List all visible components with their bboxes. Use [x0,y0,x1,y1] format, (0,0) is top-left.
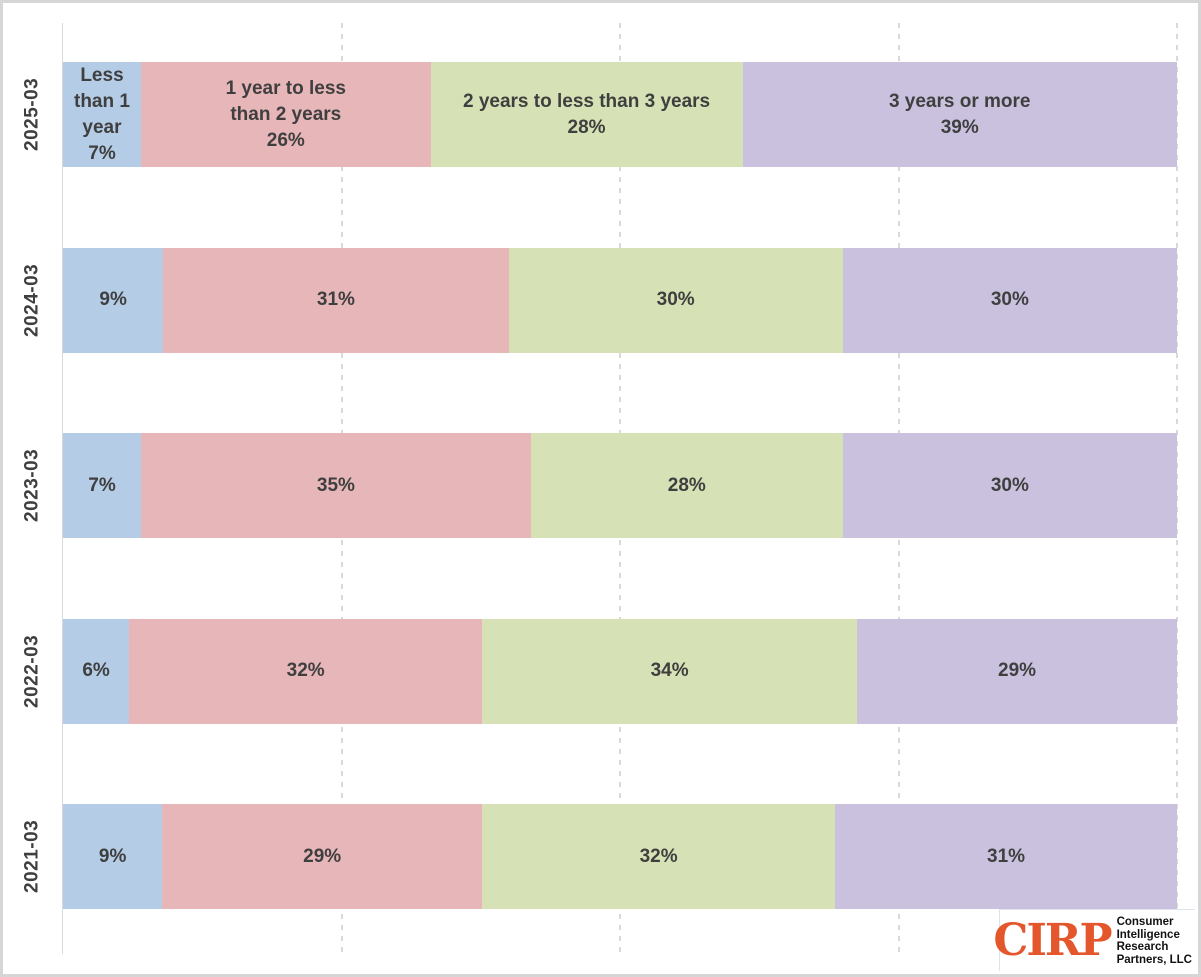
chart-row-2024-03: 2024-03 9% 31% 30% 30% [3,247,1177,353]
segment-series-name: 1 year to less than 2 years [225,77,346,125]
bar-segments: 9% 29% 32% 31% [63,804,1177,909]
segment-value-label: 34% [650,660,689,681]
row-label: 2024-03 [21,263,43,337]
bar-segment: 3 years or more 39% [742,62,1177,167]
logo-text-line: Partners, LLC [1116,953,1192,966]
chart-row-2025-03: 2025-03 Less than 1 year 7% 1 year to less … [3,62,1177,167]
row-label: 2022-03 [21,634,43,708]
bar-segment: Less than 1 year 7% [63,62,141,167]
bar-segment: 7% [63,433,141,538]
segment-value-label: 30% [656,289,695,310]
y-axis-line [62,23,63,954]
bar-segment: 28% [530,433,843,538]
bar-segment: 31% [835,804,1177,909]
gridline-100pct [1176,23,1178,954]
segment-value-label: 9% [98,845,127,867]
bar-segment: 32% [482,804,836,909]
cirp-logo: CIRP Consumer Intelligence Research Part… [993,910,1196,972]
segment-value-label: 39% [940,116,979,138]
row-label: 2025-03 [21,77,43,152]
bar-segment: 30% [842,433,1177,538]
segment-value-label: 28% [667,474,706,496]
segment-value-label: 30% [990,289,1029,310]
segment-value-label: 9% [99,289,127,310]
bar-segment: 9% [63,247,164,353]
segment-value-label: 32% [286,660,325,681]
cirp-logo-wordmark: CIRP [993,915,1112,966]
bar-segment: 1 year to less than 2 years 26% [140,62,431,167]
bar-segment: 30% [508,247,843,353]
segment-value-label: 29% [998,660,1037,681]
segment-value-label: 7% [88,474,116,496]
bar-segment: 32% [129,618,483,724]
cirp-logo-company-name: Consumer Intelligence Research Partners,… [1117,916,1192,966]
segment-value-label: 29% [303,845,342,867]
row-label: 2023-03 [21,448,43,523]
bar-segment: 30% [842,247,1177,353]
segment-value-label: 6% [82,660,110,681]
segment-series-name: 2 years to less than 3 years [462,90,711,112]
bar-segment: 34% [482,618,858,724]
bar-segment: 35% [140,433,531,538]
segment-series-name: Less than 1 year [74,64,130,138]
bar-segment: 31% [163,247,509,353]
segment-value-label: 31% [987,845,1026,867]
segment-series-name: 3 years or more [888,90,1031,112]
segment-value-label: 32% [639,845,678,867]
bar-segments: 6% 32% 34% 29% [63,618,1177,724]
segment-value-label: 26% [266,129,305,151]
segment-value-label: 28% [567,116,606,138]
bar-segment: 29% [857,618,1177,724]
logo-text-line: Consumer [1116,916,1174,928]
bar-segment: 2 years to less than 3 years 28% [430,62,743,167]
bar-segment: 6% [63,618,130,724]
bar-segment: 29% [162,804,483,909]
chart-row-2023-03: 2023-03 7% 35% 28% 30% [3,433,1177,538]
segment-value-label: 30% [990,474,1029,496]
chart-row-2021-03: 2021-03 9% 29% 32% 31% [3,804,1177,909]
bar-segment: 9% [63,804,163,909]
segment-value-label: 35% [316,474,355,496]
bar-segments: 9% 31% 30% 30% [63,247,1177,353]
segment-value-label: 31% [316,289,355,310]
bar-segments: 7% 35% 28% 30% [63,433,1177,538]
segment-value-label: 7% [88,142,116,164]
logo-text-line: Intelligence [1116,928,1180,941]
logo-text-line: Research [1116,941,1169,953]
row-label: 2021-03 [21,819,43,894]
chart-row-2022-03: 2022-03 6% 32% 34% 29% [3,618,1177,724]
bar-segments: Less than 1 year 7% 1 year to less than 2 … [63,62,1177,167]
